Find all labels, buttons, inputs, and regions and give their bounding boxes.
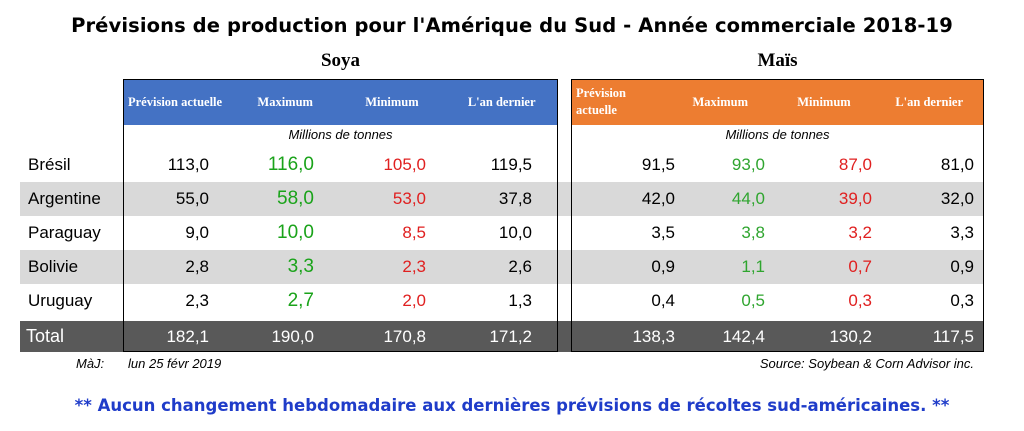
soya-current: 2,3 <box>185 291 209 310</box>
mais-min: 39,0 <box>838 189 872 208</box>
soya-current: 113,0 <box>167 155 209 174</box>
mais-last-year: 81,0 <box>940 155 974 174</box>
soya-last-year: 37,8 <box>498 189 532 208</box>
mais-max: 44,0 <box>731 189 765 208</box>
soya-header-min: Minimum <box>365 94 419 109</box>
update-label: MàJ: <box>76 356 105 371</box>
soya-last-year: 1,3 <box>508 291 532 310</box>
mais-max: 3,8 <box>741 223 765 242</box>
mais-last-year: 3,3 <box>950 223 974 242</box>
mais-max: 1,1 <box>741 257 765 276</box>
soya-min: 2,3 <box>402 257 426 276</box>
mais-max: 0,5 <box>741 291 765 310</box>
soya-unit-label: Millions de tonnes <box>288 127 393 142</box>
mais-header-max: Maximum <box>692 94 749 109</box>
soya-table-frame <box>123 79 558 352</box>
total-soya-max: 190,0 <box>271 327 314 346</box>
total-mais-max: 142,4 <box>722 327 765 346</box>
source-label: Source: Soybean & Corn Advisor inc. <box>759 356 974 371</box>
mais-min: 3,2 <box>848 223 872 242</box>
mais-header-last-year: L'an dernier <box>895 94 964 109</box>
mais-unit-label: Millions de tonnes <box>725 127 830 142</box>
mais-current: 91,5 <box>641 155 675 174</box>
mais-min: 87,0 <box>838 155 872 174</box>
table-row: Uruguay 2,3 2,7 2,0 1,3 0,4 0,5 0,3 0,3 <box>20 284 984 318</box>
soya-max: 58,0 <box>277 188 314 209</box>
table-row: Paraguay 9,0 10,0 8,5 10,0 3,5 3,8 3,2 3… <box>20 216 984 250</box>
mais-max: 93,0 <box>731 155 765 174</box>
mais-last-year: 0,9 <box>950 257 974 276</box>
mais-min: 0,3 <box>848 291 872 310</box>
weekly-note: ** Aucun changement hebdomadaire aux der… <box>74 396 950 415</box>
table-body: Brésil 113,0 116,0 105,0 119,5 91,5 93,0… <box>20 142 984 312</box>
mais-header-current: Prévision actuelle <box>576 86 626 117</box>
page-title: Prévisions de production pour l'Amérique… <box>71 14 953 37</box>
total-label: Total <box>26 326 65 346</box>
mais-last-year: 0,3 <box>950 291 974 310</box>
soya-max: 116,0 <box>267 154 314 175</box>
mais-current: 0,4 <box>651 291 675 310</box>
mais-current: 42,0 <box>641 189 675 208</box>
soya-max: 10,0 <box>277 222 314 243</box>
mais-last-year: 32,0 <box>940 189 974 208</box>
table-row: Argentine 55,0 58,0 53,0 37,8 42,0 44,0 … <box>20 182 984 216</box>
table-row: Bolivie 2,8 3,3 2,3 2,6 0,9 1,1 0,7 0,9 <box>20 250 984 284</box>
total-soya-current: 182,1 <box>166 327 209 346</box>
soya-last-year: 10,0 <box>498 223 532 242</box>
total-mais-last-year: 117,5 <box>932 327 974 346</box>
mais-current: 0,9 <box>651 257 675 276</box>
total-row: Total 182,1 190,0 170,8 171,2 138,3 142,… <box>20 321 984 352</box>
country-label: Brésil <box>28 155 71 174</box>
mais-table-frame <box>571 79 984 352</box>
soya-current: 2,8 <box>185 257 209 276</box>
soya-current: 9,0 <box>185 223 209 242</box>
country-label: Bolivie <box>28 257 79 276</box>
mais-current: 3,5 <box>651 223 675 242</box>
mais-min: 0,7 <box>848 257 872 276</box>
soya-header-current: Prévision actuelle <box>128 94 223 109</box>
soya-last-year: 119,5 <box>490 155 532 174</box>
total-soya-last-year: 171,2 <box>489 327 532 346</box>
soya-current: 55,0 <box>175 189 209 208</box>
mais-header: Prévision actuelle Maximum Minimum L'an … <box>571 79 984 125</box>
table-row: Brésil 113,0 116,0 105,0 119,5 91,5 93,0… <box>20 148 984 182</box>
soya-min: 105,0 <box>383 155 426 174</box>
update-date: lun 25 févr 2019 <box>128 356 222 371</box>
country-label: Uruguay <box>28 291 93 310</box>
mais-section-title: Maïs <box>757 50 798 71</box>
soya-max: 2,7 <box>287 290 314 311</box>
soya-min: 8,5 <box>402 223 426 242</box>
country-label: Argentine <box>28 189 101 208</box>
country-label: Paraguay <box>28 223 101 242</box>
soya-header-max: Maximum <box>257 94 313 109</box>
total-mais-min: 130,2 <box>829 327 872 346</box>
soya-last-year: 2,6 <box>508 257 532 276</box>
soya-min: 2,0 <box>402 291 426 310</box>
soya-min: 53,0 <box>392 189 426 208</box>
soya-section-title: Soya <box>320 50 361 71</box>
total-soya-min: 170,8 <box>383 327 426 346</box>
soya-header-last-year: L'an dernier <box>467 94 536 109</box>
mais-header-min: Minimum <box>797 94 851 109</box>
total-mais-current: 138,3 <box>632 327 675 346</box>
soya-max: 3,3 <box>287 256 314 277</box>
soya-header: Prévision actuelle Maximum Minimum L'an … <box>123 79 558 125</box>
